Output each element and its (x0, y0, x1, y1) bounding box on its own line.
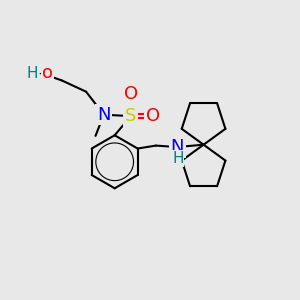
Text: H: H (172, 151, 184, 166)
Text: N: N (97, 106, 110, 124)
Text: o: o (42, 64, 53, 82)
Text: O: O (146, 107, 160, 125)
Text: N: N (170, 138, 184, 156)
Text: S: S (125, 107, 136, 125)
Text: O: O (124, 85, 138, 103)
Text: -: - (38, 66, 44, 81)
Text: H: H (27, 66, 38, 81)
